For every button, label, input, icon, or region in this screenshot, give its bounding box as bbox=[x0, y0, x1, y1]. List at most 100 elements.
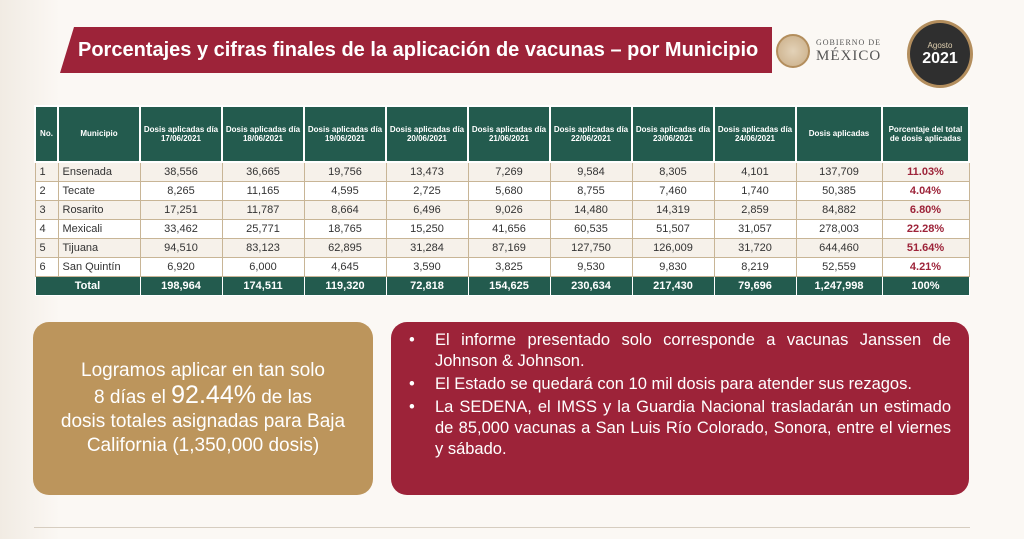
title-banner: Porcentajes y cifras finales de la aplic… bbox=[60, 27, 772, 73]
table-cell: 6 bbox=[34, 257, 59, 277]
table-cell: Rosarito bbox=[57, 200, 141, 220]
vaccination-table: No. Municipio Dosis aplicadas día 17/06/… bbox=[34, 105, 970, 296]
note-item: • El Estado se quedará con 10 mil dosis p… bbox=[407, 374, 951, 395]
column-header: Dosis aplicadas bbox=[795, 105, 883, 163]
gobierno-logo-small: GOBIERNO DE bbox=[816, 37, 881, 47]
table-cell: 7,460 bbox=[631, 181, 715, 201]
table-row: 5 Tijuana 94,510 83,123 62,895 31,284 87… bbox=[34, 238, 970, 258]
table-cell: 198,964 bbox=[139, 276, 223, 296]
column-header: Dosis aplicadas día 24/06/2021 bbox=[713, 105, 797, 163]
column-header: Dosis aplicadas día 17/06/2021 bbox=[139, 105, 223, 163]
note-text: La SEDENA, el IMSS y la Guardia Nacional… bbox=[435, 398, 951, 458]
table-row: 4 Mexicali 33,462 25,771 18,765 15,250 4… bbox=[34, 219, 970, 239]
table-cell: 22.28% bbox=[881, 219, 970, 239]
table-cell: 84,882 bbox=[795, 200, 883, 220]
bullet-icon: • bbox=[409, 398, 415, 416]
table-cell: 19,756 bbox=[303, 161, 387, 182]
table-cell: 100% bbox=[881, 276, 970, 296]
table-cell: 6.80% bbox=[881, 200, 970, 220]
table-cell: 4,595 bbox=[303, 181, 387, 201]
note-item: • El informe presentado solo corresponde … bbox=[407, 330, 951, 372]
table-cell: 217,430 bbox=[631, 276, 715, 296]
table-cell: 2 bbox=[34, 181, 59, 201]
table-cell: 51.64% bbox=[881, 238, 970, 258]
table-cell: Tecate bbox=[57, 181, 141, 201]
table-cell: 8,755 bbox=[549, 181, 633, 201]
table-cell: 18,765 bbox=[303, 219, 387, 239]
table-cell: 11,165 bbox=[221, 181, 305, 201]
note-text: El Estado se quedará con 10 mil dosis pa… bbox=[435, 375, 912, 393]
table-cell: 62,895 bbox=[303, 238, 387, 258]
table-cell: 4,645 bbox=[303, 257, 387, 277]
total-label: Total bbox=[34, 276, 141, 296]
year-logo-number: 2021 bbox=[922, 49, 958, 67]
table-cell: 11.03% bbox=[881, 161, 970, 182]
table-cell: 644,460 bbox=[795, 238, 883, 258]
table-cell: 72,818 bbox=[385, 276, 469, 296]
table-cell: 9,530 bbox=[549, 257, 633, 277]
table-cell: San Quintín bbox=[57, 257, 141, 277]
table-cell: 4 bbox=[34, 219, 59, 239]
table-cell: 8,265 bbox=[139, 181, 223, 201]
notes-list: • El informe presentado solo corresponde … bbox=[407, 330, 951, 460]
table-cell: 31,720 bbox=[713, 238, 797, 258]
table-cell: 8,305 bbox=[631, 161, 715, 182]
notes-box: • El informe presentado solo corresponde … bbox=[391, 322, 969, 495]
table-cell: 278,003 bbox=[795, 219, 883, 239]
table-cell: 51,507 bbox=[631, 219, 715, 239]
table-cell: 9,584 bbox=[549, 161, 633, 182]
column-header: Dosis aplicadas día 20/06/2021 bbox=[385, 105, 469, 163]
table-cell: 31,284 bbox=[385, 238, 469, 258]
table-cell: 1 bbox=[34, 161, 59, 182]
table-cell: 3 bbox=[34, 200, 59, 220]
table-cell: Ensenada bbox=[57, 161, 141, 182]
table-cell: 9,830 bbox=[631, 257, 715, 277]
table-cell: 6,920 bbox=[139, 257, 223, 277]
table-cell: 8,664 bbox=[303, 200, 387, 220]
table-cell: 5,680 bbox=[467, 181, 551, 201]
table-cell: 127,750 bbox=[549, 238, 633, 258]
table-cell: 119,320 bbox=[303, 276, 387, 296]
page-title: Porcentajes y cifras finales de la aplic… bbox=[78, 38, 759, 61]
table-cell: 2,725 bbox=[385, 181, 469, 201]
table-cell: 1,740 bbox=[713, 181, 797, 201]
table-cell: 60,535 bbox=[549, 219, 633, 239]
bullet-icon: • bbox=[409, 331, 415, 349]
year-2021-logo: Agosto 2021 bbox=[907, 20, 973, 88]
bullet-icon: • bbox=[409, 375, 415, 393]
table-cell: 36,665 bbox=[221, 161, 305, 182]
summary-box: Logramos aplicar en tan solo 8 días el 9… bbox=[33, 322, 373, 495]
table-cell: 33,462 bbox=[139, 219, 223, 239]
column-header: Dosis aplicadas día 19/06/2021 bbox=[303, 105, 387, 163]
column-header: Porcentaje del total de dosis aplicadas bbox=[881, 105, 970, 163]
gobierno-de-mexico-logo: GOBIERNO DE MÉXICO bbox=[776, 34, 881, 68]
summary-percentage: 92.44% bbox=[171, 381, 256, 409]
table-cell: 4,101 bbox=[713, 161, 797, 182]
table-cell: 137,709 bbox=[795, 161, 883, 182]
summary-line-2-pre: 8 días el bbox=[94, 387, 172, 408]
table-cell: 6,000 bbox=[221, 257, 305, 277]
table-cell: 2,859 bbox=[713, 200, 797, 220]
table-cell: Tijuana bbox=[57, 238, 141, 258]
table-cell: 14,480 bbox=[549, 200, 633, 220]
table-cell: 25,771 bbox=[221, 219, 305, 239]
table-row: 1 Ensenada 38,556 36,665 19,756 13,473 7… bbox=[34, 161, 970, 182]
year-logo-small: Agosto bbox=[927, 40, 953, 50]
table-cell: 79,696 bbox=[713, 276, 797, 296]
table-cell: 230,634 bbox=[549, 276, 633, 296]
gobierno-logo-big: MÉXICO bbox=[816, 47, 882, 64]
footer-divider bbox=[34, 527, 970, 528]
column-header: Dosis aplicadas día 21/06/2021 bbox=[467, 105, 551, 163]
column-header: Dosis aplicadas día 22/06/2021 bbox=[549, 105, 633, 163]
seal-icon bbox=[776, 34, 810, 68]
table-cell: 3,590 bbox=[385, 257, 469, 277]
summary-line-3: dosis totales asignadas para Baja Califo… bbox=[60, 411, 346, 456]
table-header-row: No. Municipio Dosis aplicadas día 17/06/… bbox=[34, 105, 970, 163]
table-cell: 17,251 bbox=[139, 200, 223, 220]
table-row: 2 Tecate 8,265 11,165 4,595 2,725 5,680 … bbox=[34, 181, 970, 201]
note-text: El informe presentado solo corresponde a… bbox=[435, 331, 951, 370]
table-cell: 174,511 bbox=[221, 276, 305, 296]
table-cell: 11,787 bbox=[221, 200, 305, 220]
table-cell: 4.04% bbox=[881, 181, 970, 201]
table-cell: 15,250 bbox=[385, 219, 469, 239]
